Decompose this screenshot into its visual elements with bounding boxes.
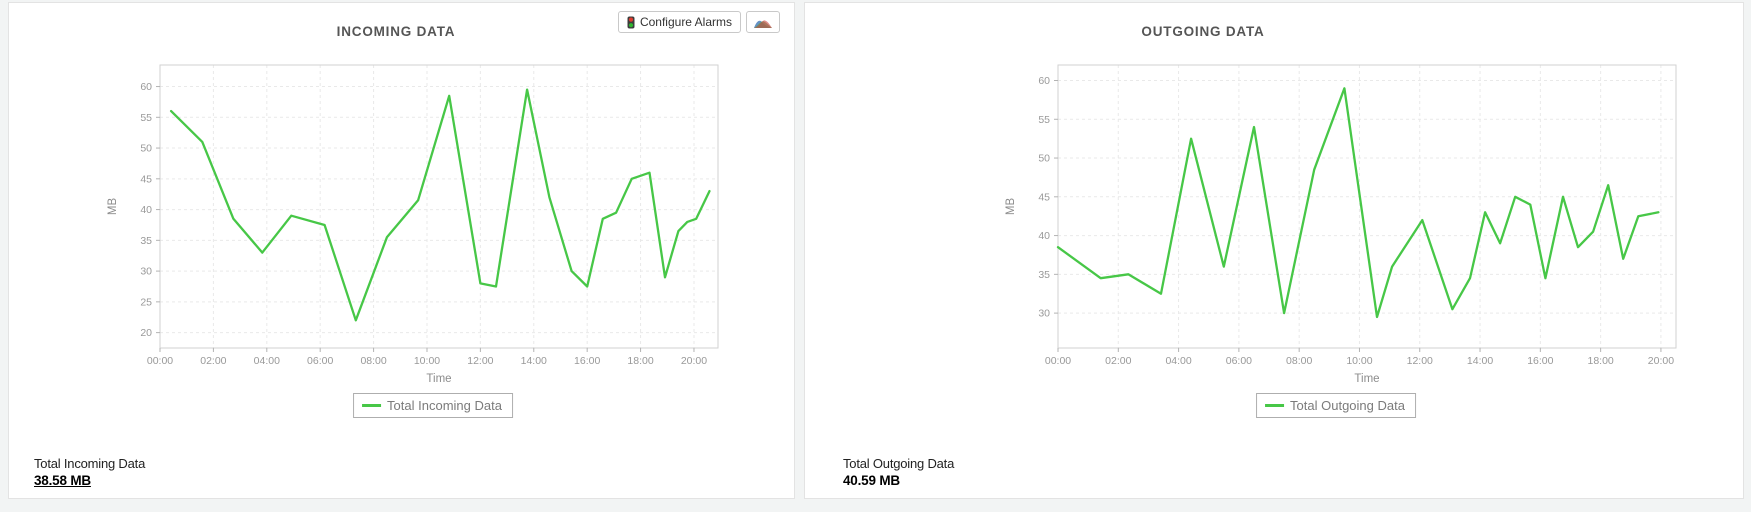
y-tick-label: 35 [140, 235, 152, 247]
y-tick-label: 30 [140, 266, 152, 278]
outgoing-legend: Total Outgoing Data [1256, 393, 1416, 418]
x-tick-label: 12:00 [1407, 355, 1433, 367]
outgoing-data-chart: 30 35 40 45 50 55 60 00:00 02:00 04:00 06:00 08:00 1… [1005, 64, 1677, 385]
summary-label: Total Incoming Data [34, 456, 146, 471]
y-tick-label: 60 [140, 81, 152, 93]
summary-value-link[interactable]: 40.59 MB [843, 473, 900, 488]
x-tick-label: 16:00 [574, 355, 600, 367]
y-tick-label: 30 [1038, 308, 1050, 320]
x-tick-label: 00:00 [147, 355, 173, 367]
x-tick-label: 08:00 [1286, 355, 1312, 367]
x-tick-label: 10:00 [414, 355, 440, 367]
incoming-legend: Total Incoming Data [353, 393, 513, 418]
traffic-light-icon [627, 16, 635, 29]
y-tick-label: 50 [1038, 153, 1050, 165]
summary-label: Total Outgoing Data [843, 456, 955, 471]
x-tick-label: 20:00 [681, 355, 707, 367]
area-chart-icon [753, 16, 773, 29]
outgoing-chart-title: OUTGOING DATA [1141, 24, 1265, 39]
y-tick-label: 45 [140, 173, 152, 185]
chart-type-button[interactable] [746, 11, 780, 33]
incoming-summary: Total Incoming Data 38.58 MB [34, 455, 145, 489]
outgoing-data-panel: OUTGOING DATA 30 35 40 45 50 55 60 00:00 02:00 04… [804, 2, 1744, 499]
x-tick-label: 02:00 [1105, 355, 1131, 367]
x-tick-label: 08:00 [360, 355, 386, 367]
y-tick-label: 55 [1038, 114, 1050, 126]
y-tick-label: 60 [1038, 75, 1050, 87]
legend-label: Total Incoming Data [387, 398, 502, 413]
configure-alarms-label: Configure Alarms [639, 15, 732, 29]
legend-line-swatch [362, 404, 382, 407]
y-axis-title: MB [107, 198, 119, 216]
plot-border [1057, 64, 1677, 349]
data-series-line [1056, 87, 1660, 319]
y-tick-label: 25 [140, 296, 152, 308]
x-tick-label: 20:00 [1648, 355, 1674, 367]
x-tick-label: 18:00 [627, 355, 653, 367]
x-tick-label: 14:00 [521, 355, 547, 367]
outgoing-summary: Total Outgoing Data 40.59 MB [843, 455, 954, 489]
y-tick-label: 45 [1038, 191, 1050, 203]
configure-alarms-button[interactable]: Configure Alarms [617, 11, 741, 33]
legend-label: Total Outgoing Data [1290, 398, 1405, 413]
y-tick-label: 20 [140, 327, 152, 339]
x-tick-label: 04:00 [254, 355, 280, 367]
incoming-chart-title: INCOMING DATA [336, 24, 456, 39]
x-tick-label: 18:00 [1587, 355, 1613, 367]
y-tick-label: 35 [1038, 269, 1050, 281]
legend-line-swatch [1265, 404, 1285, 407]
x-tick-label: 10:00 [1346, 355, 1372, 367]
x-tick-label: 06:00 [1226, 355, 1252, 367]
incoming-data-panel: Configure Alarms INCOMING DATA 20 25 30 35 4… [8, 2, 795, 499]
incoming-data-chart: 20 25 30 35 40 45 50 55 60 00:00 02:00 04:00 06:00 08… [107, 64, 719, 385]
x-axis-title: Time [426, 373, 451, 385]
y-tick-label: 40 [1038, 230, 1050, 242]
y-tick-label: 40 [140, 204, 152, 216]
summary-value-link[interactable]: 38.58 MB [34, 473, 91, 488]
x-tick-label: 16:00 [1527, 355, 1553, 367]
x-tick-label: 00:00 [1045, 355, 1071, 367]
x-tick-label: 02:00 [200, 355, 226, 367]
plot-border [159, 64, 719, 349]
y-axis-title: MB [1005, 198, 1017, 216]
data-series-line [169, 88, 711, 322]
y-tick-label: 50 [140, 143, 152, 155]
x-tick-label: 14:00 [1467, 355, 1493, 367]
x-axis-title: Time [1354, 373, 1379, 385]
x-tick-label: 12:00 [467, 355, 493, 367]
x-tick-label: 04:00 [1165, 355, 1191, 367]
x-tick-label: 06:00 [307, 355, 333, 367]
y-tick-label: 55 [140, 112, 152, 124]
panel-toolbar: Configure Alarms [617, 11, 780, 33]
